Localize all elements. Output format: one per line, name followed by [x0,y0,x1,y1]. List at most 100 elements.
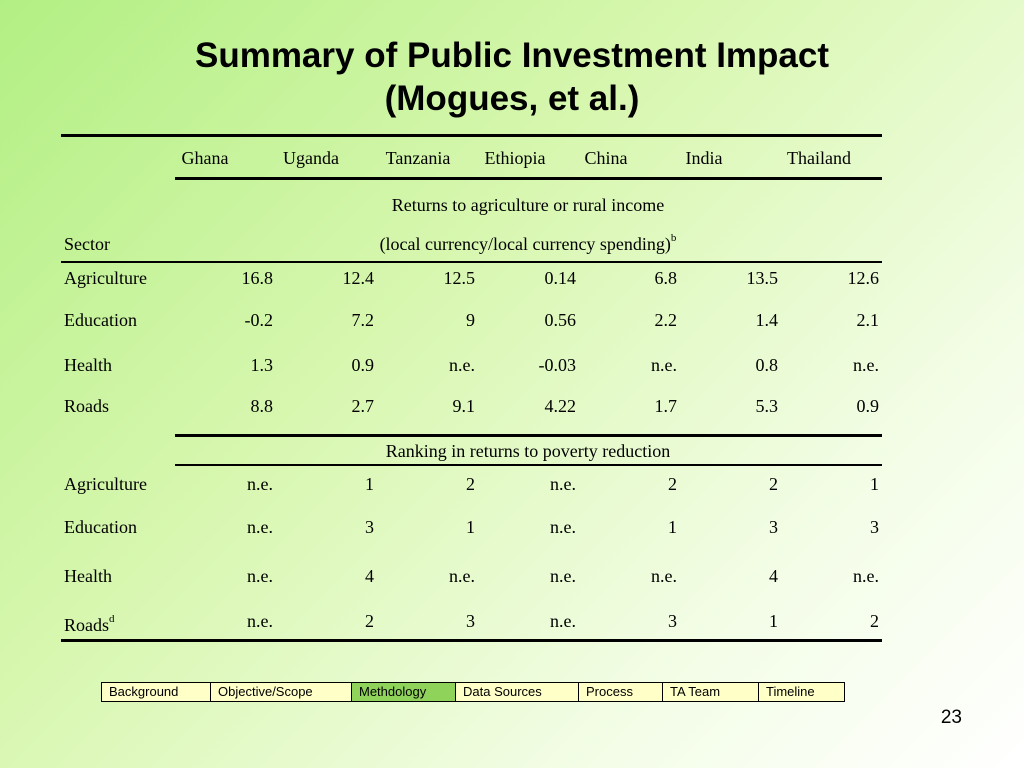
ranking-cell: 4 [365,566,374,586]
nav-item-data-sources[interactable]: Data Sources [456,683,579,701]
returns-row-label: Agriculture [64,268,147,288]
ranking-cell: 3 [365,517,374,537]
section2-header: Ranking in returns to poverty reduction [385,441,671,461]
ranking-cell: 4 [769,566,778,586]
returns-cell: 13.5 [746,268,779,288]
returns-cell: 0.9 [856,396,880,416]
ranking-cell: 1 [365,474,374,494]
ranking-cell: 1 [466,517,475,537]
section1-header-line2-text: (local currency/local currency spending) [379,234,671,254]
sector-column-label: Sector [64,234,110,254]
title-line-2: (Mogues, et al.) [384,79,640,118]
country-header-ethiopia: Ethiopia [484,148,546,168]
ranking-cell: n.e. [247,474,273,494]
returns-row-label: Roads [64,396,109,416]
returns-row-label: Education [64,310,137,330]
country-header-thailand: Thailand [787,148,851,168]
nav-item-background[interactable]: Background [102,683,211,701]
returns-cell: 12.6 [847,268,880,288]
section1-header-line1: Returns to agriculture or rural income [391,195,665,215]
footnote-b: b [670,232,677,244]
returns-cell: 6.8 [654,268,678,288]
returns-cell: 12.4 [342,268,375,288]
nav-item-methdology[interactable]: Methdology [352,683,456,701]
ranking-cell: 2 [365,611,374,631]
ranking-row-label: Roadsd [64,614,115,636]
returns-cell: 2.7 [351,396,375,416]
returns-cell: 2.1 [856,310,880,330]
table-top-rule [61,134,882,137]
nav-item-timeline[interactable]: Timeline [766,684,815,699]
returns-row-label: Health [64,355,112,375]
returns-cell: 0.14 [544,268,577,288]
nav-item-objective-scope[interactable]: Objective/Scope [211,683,352,701]
country-header-rule [175,177,882,180]
nav-item-ta-team[interactable]: TA Team [663,683,759,701]
returns-cell: 8.8 [250,396,274,416]
ranking-cell: 3 [870,517,879,537]
table-bottom-rule [61,639,882,642]
returns-cell: 16.8 [241,268,274,288]
ranking-cell: 3 [466,611,475,631]
returns-cell: 5.3 [755,396,779,416]
ranking-cell: 3 [668,611,677,631]
country-header-india: India [685,148,723,168]
ranking-row-label-text: Health [64,566,112,586]
returns-cell: -0.03 [538,355,577,375]
ranking-row-label: Health [64,565,112,587]
country-header-ghana: Ghana [181,148,229,168]
slide-nav-bar: Background Objective/Scope Methdology Data … [101,682,845,702]
ranking-cell: 2 [668,474,677,494]
ranking-cell: 2 [769,474,778,494]
section2-header-rule [175,464,882,466]
ranking-row-label: Education [64,516,137,538]
ranking-cell: 2 [466,474,475,494]
title-line-1: Summary of Public Investment Impact [194,36,830,75]
returns-cell: 1.7 [654,396,678,416]
returns-cell: 4.22 [544,396,577,416]
section2-top-rule [175,434,882,437]
ranking-cell: 1 [769,611,778,631]
returns-cell: 1.3 [250,355,274,375]
ranking-cell: 1 [870,474,879,494]
ranking-cell: n.e. [247,517,273,537]
country-header-tanzania: Tanzania [385,148,451,168]
ranking-row-label-text: Agriculture [64,474,147,494]
returns-cell: -0.2 [244,310,274,330]
ranking-cell: n.e. [550,474,576,494]
ranking-row-label: Agriculture [64,473,147,495]
returns-cell: 0.9 [351,355,375,375]
returns-cell: n.e. [651,355,677,375]
returns-cell: 12.5 [443,268,476,288]
ranking-cell: n.e. [247,611,273,631]
ranking-cell: n.e. [247,566,273,586]
ranking-cell: n.e. [550,517,576,537]
country-header-uganda: Uganda [283,148,339,168]
ranking-cell: 2 [870,611,879,631]
section1-header-rule [61,261,882,263]
section1-header-line2: (local currency/local currency spending)… [278,233,778,255]
returns-cell: n.e. [449,355,475,375]
ranking-cell: n.e. [550,566,576,586]
ranking-cell: 3 [769,517,778,537]
returns-cell: 2.2 [654,310,678,330]
ranking-cell: n.e. [853,566,879,586]
ranking-row-label-text: Roads [64,615,109,635]
returns-cell: 9.1 [452,396,476,416]
country-header-china: China [584,148,628,168]
ranking-cell: 1 [668,517,677,537]
returns-cell: 0.56 [544,310,577,330]
returns-cell: n.e. [853,355,879,375]
ranking-row-label-text: Education [64,517,137,537]
returns-cell: 7.2 [351,310,375,330]
footnote-d: d [109,613,115,625]
returns-cell: 9 [466,310,475,330]
ranking-cell: n.e. [550,611,576,631]
ranking-cell: n.e. [449,566,475,586]
returns-cell: 1.4 [755,310,779,330]
page-number: 23 [940,707,962,728]
ranking-cell: n.e. [651,566,677,586]
nav-item-process[interactable]: Process [579,683,663,701]
returns-cell: 0.8 [755,355,779,375]
slide-title: Summary of Public Investment Impact (Mog… [0,34,1024,120]
